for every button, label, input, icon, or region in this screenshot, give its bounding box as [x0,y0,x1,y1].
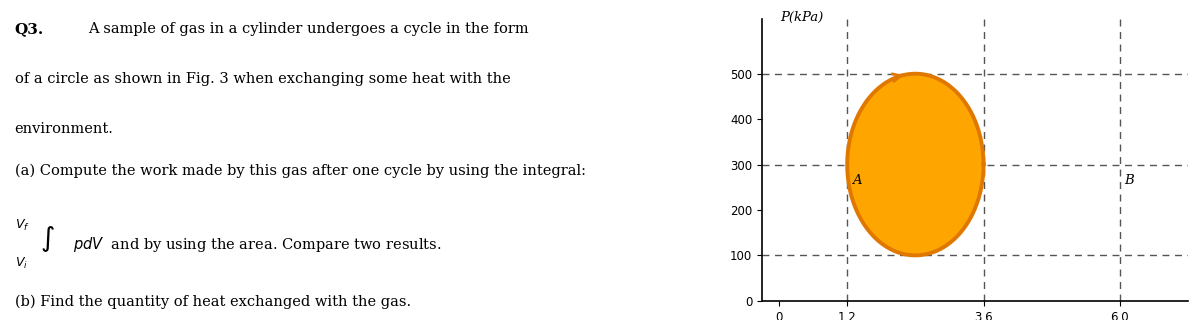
Text: of a circle as shown in Fig. 3 when exchanging some heat with the: of a circle as shown in Fig. 3 when exch… [14,72,510,86]
Polygon shape [847,74,984,255]
Text: (a) Compute the work made by this gas after one cycle by using the integral:: (a) Compute the work made by this gas af… [14,163,586,178]
Text: B: B [1124,174,1134,187]
Text: P(kPa): P(kPa) [780,11,823,24]
Text: $\int$: $\int$ [41,224,55,254]
Text: A sample of gas in a cylinder undergoes a cycle in the form: A sample of gas in a cylinder undergoes … [88,22,528,36]
Text: (b) Find the quantity of heat exchanged with the gas.: (b) Find the quantity of heat exchanged … [14,294,410,309]
Text: environment.: environment. [14,122,114,136]
Text: $V_f$: $V_f$ [14,218,29,233]
Text: Q3.: Q3. [14,22,44,36]
Text: $V_i$: $V_i$ [14,256,28,271]
Text: A: A [852,174,862,187]
Text: $pdV$  and by using the area. Compare two results.: $pdV$ and by using the area. Compare two… [73,235,442,254]
